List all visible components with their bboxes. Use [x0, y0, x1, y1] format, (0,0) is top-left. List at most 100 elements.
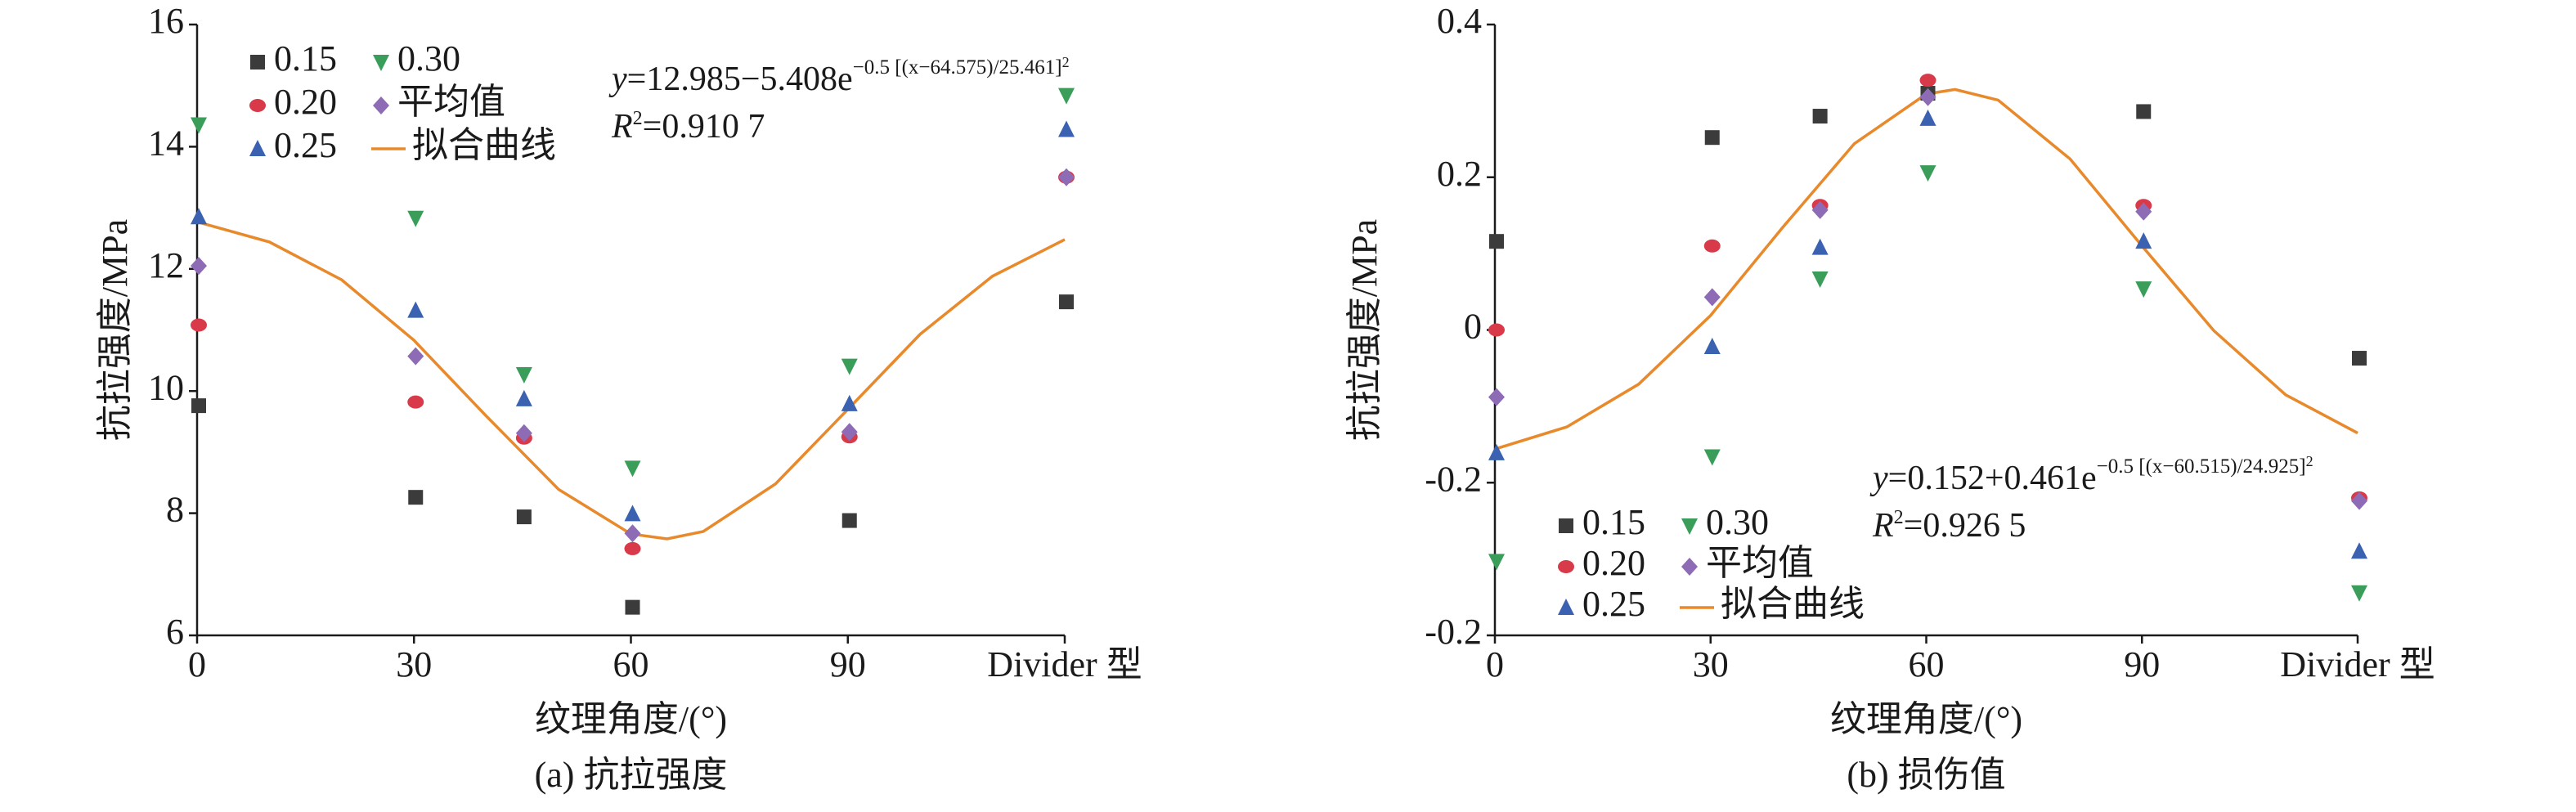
point [1811, 271, 1829, 288]
point [1811, 238, 1829, 255]
chart: -0.2-0.200.20.40 30 60 90 Divider 型纹理角度/(°)(… [1344, 1, 2435, 795]
equation-y: y [608, 61, 627, 98]
legend-label: 0.30 [1706, 502, 1769, 542]
point [2135, 232, 2152, 249]
y-tick-label: 0.4 [1437, 1, 1482, 41]
equation-rhs: =12.985−5.408e [627, 61, 853, 98]
point [1488, 323, 1505, 337]
point [2135, 202, 2152, 221]
legend-label: 0.25 [274, 125, 337, 165]
point [2136, 104, 2152, 119]
legend-swatch [373, 55, 389, 71]
point [515, 389, 532, 406]
y-tick-label: 16 [148, 1, 184, 41]
legend-swatch [1681, 558, 1698, 576]
r-sup: 2 [1894, 507, 1904, 528]
legend-swatch [250, 55, 265, 70]
legend-swatch [249, 140, 266, 156]
point [841, 358, 858, 375]
caption: (a) 抗拉强度 [535, 755, 728, 795]
fit-curve [196, 220, 1066, 541]
point [191, 398, 206, 414]
legend-swatch [1559, 518, 1573, 533]
r-squared: R2=0.926 5 [1872, 507, 2026, 545]
fit-curve [1494, 87, 2358, 451]
r-squared: R2=0.910 7 [611, 108, 765, 146]
point [1058, 87, 1075, 105]
legend-swatch [1558, 599, 1574, 615]
y-tick-label: 8 [166, 490, 184, 530]
point [1059, 294, 1074, 310]
point [407, 347, 424, 366]
x-tick-label: 30 [1693, 644, 1729, 684]
point [1919, 109, 1936, 126]
point [1812, 109, 1828, 124]
point [1919, 74, 1936, 87]
point [1488, 443, 1505, 460]
point [2352, 351, 2367, 366]
y-tick-label: -0.2 [1425, 459, 1482, 499]
point [407, 395, 424, 409]
r-symbol: R [1872, 507, 1894, 545]
point [1489, 234, 1504, 249]
point [1703, 449, 1721, 466]
r-value: =0.910 7 [643, 108, 765, 146]
x-tick-label: 30 [396, 644, 432, 684]
equation-exponent: −0.5 [(x−60.515)/24.925] [2097, 455, 2306, 478]
equation: y=12.985−5.408e−0.5 [(x−64.575)/25.461]2 [608, 54, 1070, 98]
point [2351, 491, 2367, 510]
equation-rhs: =0.152+0.461e [1888, 460, 2097, 497]
equation-y: y [1869, 460, 1888, 497]
point [1703, 239, 1721, 253]
point [624, 541, 641, 555]
legend-label: 拟合曲线 [1721, 584, 1865, 624]
point [1704, 130, 1720, 146]
legend-label: 0.20 [274, 82, 337, 122]
point [1811, 200, 1829, 219]
point [841, 513, 857, 528]
legend-label: 0.25 [1582, 584, 1645, 624]
point [2351, 542, 2367, 559]
point [408, 490, 424, 505]
r-value: =0.926 5 [1904, 507, 2026, 545]
legend-label: 0.30 [397, 38, 460, 79]
x-tick-label: Divider 型 [2280, 644, 2435, 684]
x-tick-label: 0 [188, 644, 206, 684]
y-tick-label: -0.2 [1425, 612, 1482, 652]
point [1488, 388, 1505, 406]
legend-swatch [1558, 560, 1574, 573]
x-tick-label: 60 [613, 644, 649, 684]
point [841, 423, 858, 442]
x-tick-label: 0 [1486, 644, 1504, 684]
point [1919, 87, 1936, 106]
legend-swatch [1681, 518, 1698, 535]
point [624, 524, 641, 543]
y-tick-label: 6 [166, 612, 184, 652]
x-axis-label: 纹理角度/(°) [1830, 699, 2022, 739]
equation-power: 2 [2306, 453, 2313, 469]
legend-swatch [373, 96, 389, 114]
legend-label: 平均值 [397, 82, 505, 122]
x-tick-label: 60 [1909, 644, 1945, 684]
point [191, 208, 207, 225]
point [191, 318, 207, 332]
y-tick-label: 10 [148, 367, 184, 407]
point [1058, 168, 1075, 186]
point [841, 394, 858, 411]
point [191, 257, 207, 276]
point [624, 505, 641, 522]
equation: y=0.152+0.461e−0.5 [(x−60.515)/24.925]2 [1869, 453, 2313, 497]
legend-label: 0.20 [1582, 543, 1645, 583]
point [515, 424, 532, 442]
point [515, 367, 532, 384]
legend-swatch [249, 99, 266, 112]
point [624, 460, 641, 478]
legend-label: 0.15 [274, 38, 337, 79]
caption: (b) 损伤值 [1847, 755, 2005, 795]
point [191, 117, 207, 134]
equation-exponent: −0.5 [(x−64.575)/25.461] [853, 56, 1062, 79]
x-tick-label: Divider 型 [987, 644, 1142, 684]
x-tick-label: 90 [2124, 644, 2160, 684]
